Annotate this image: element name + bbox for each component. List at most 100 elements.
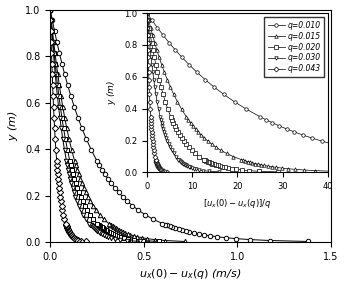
q=0.043 <box>67 230 72 234</box>
q=0.010 <box>224 236 228 239</box>
q=0.010 <box>248 238 252 241</box>
q=0.020 <box>49 19 53 22</box>
q=0.015 <box>59 94 63 98</box>
q=0.015 <box>80 181 84 185</box>
q=0.030 <box>51 40 55 44</box>
q=0.030 <box>67 172 71 176</box>
q=0.015 <box>82 186 86 189</box>
q=0.015 <box>54 62 58 65</box>
q=0.043 <box>50 62 54 65</box>
q=0.030 <box>92 226 96 230</box>
q=0.043 <box>57 191 62 194</box>
q=0.043 <box>53 127 57 130</box>
q=0.043 <box>62 217 66 221</box>
q=0.030 <box>79 208 83 212</box>
q=0.010 <box>100 168 104 171</box>
q=0.010 <box>168 225 172 228</box>
q=0.030 <box>64 159 68 162</box>
q=0.030 <box>61 137 65 141</box>
q=0.030 <box>101 233 106 236</box>
q=0.043 <box>57 186 61 189</box>
q=0.015 <box>84 191 88 194</box>
q=0.020 <box>98 225 103 228</box>
q=0.030 <box>72 191 76 194</box>
q=0.010 <box>180 228 184 232</box>
q=0.043 <box>51 84 55 87</box>
q=0.020 <box>107 230 111 234</box>
q=0.015 <box>119 229 123 233</box>
q=0.020 <box>141 239 145 242</box>
q=0.010 <box>76 116 80 119</box>
q=0.030 <box>75 199 79 203</box>
q=0.020 <box>74 181 78 185</box>
q=0.020 <box>122 236 126 239</box>
q=0.020 <box>88 213 92 216</box>
q=0.010 <box>80 127 84 130</box>
q=0.020 <box>105 229 109 233</box>
q=0.030 <box>66 168 70 171</box>
q=0.030 <box>87 222 91 225</box>
q=0.043 <box>55 159 59 162</box>
q=0.015 <box>88 199 93 203</box>
q=0.015 <box>67 137 71 141</box>
q=0.010 <box>53 30 57 33</box>
q=0.010 <box>143 213 147 216</box>
q=0.010 <box>109 181 113 185</box>
q=0.010 <box>165 224 169 227</box>
q=0.015 <box>123 231 127 235</box>
q=0.015 <box>63 116 67 119</box>
q=0.010 <box>130 204 135 207</box>
q=0.030 <box>52 62 56 65</box>
q=0.010 <box>125 199 129 203</box>
q=0.020 <box>132 238 136 241</box>
q=0.030 <box>77 204 81 207</box>
q=0.010 <box>97 164 101 167</box>
q=0.043 <box>66 228 71 232</box>
q=0.015 <box>69 148 74 152</box>
q=0.020 <box>65 148 69 152</box>
X-axis label: $u_x(0)-u_x(q)$ (m/s): $u_x(0)-u_x(q)$ (m/s) <box>139 267 242 282</box>
q=0.015 <box>115 228 119 231</box>
q=0.010 <box>50 19 54 22</box>
q=0.010 <box>103 172 107 176</box>
Line: q=0.030: q=0.030 <box>48 7 142 244</box>
q=0.020 <box>108 231 112 235</box>
q=0.015 <box>121 230 125 234</box>
q=0.030 <box>94 228 98 232</box>
q=0.043 <box>76 238 80 241</box>
q=0.010 <box>170 226 174 229</box>
q=0.015 <box>61 105 65 108</box>
q=0.010 <box>116 191 120 194</box>
q=0.020 <box>104 228 108 232</box>
q=0.043 <box>52 116 56 119</box>
q=0.043 <box>67 229 71 233</box>
q=0.030 <box>106 235 110 238</box>
q=0.010 <box>234 237 238 241</box>
q=0.015 <box>74 164 78 167</box>
q=0.010 <box>112 186 117 189</box>
q=0.015 <box>65 127 69 130</box>
q=0.015 <box>112 226 116 229</box>
q=0.030 <box>81 213 85 216</box>
q=0.030 <box>91 226 95 229</box>
q=0.015 <box>91 204 95 207</box>
q=0.010 <box>89 148 93 152</box>
q=0.030 <box>93 228 97 231</box>
q=0.020 <box>91 217 95 221</box>
q=0.015 <box>49 19 53 22</box>
q=0.030 <box>51 51 55 55</box>
q=0.015 <box>114 226 118 230</box>
q=0.015 <box>94 208 98 212</box>
Line: q=0.020: q=0.020 <box>48 7 161 244</box>
q=0.010 <box>196 232 201 236</box>
q=0.043 <box>71 235 75 238</box>
q=0.043 <box>49 19 53 22</box>
q=0.043 <box>60 208 64 212</box>
q=0.030 <box>50 30 54 33</box>
q=0.030 <box>88 223 92 226</box>
q=0.020 <box>77 191 81 194</box>
q=0.015 <box>110 225 115 228</box>
q=0.043 <box>70 234 74 238</box>
q=0.043 <box>49 40 53 44</box>
q=0.010 <box>121 195 125 198</box>
